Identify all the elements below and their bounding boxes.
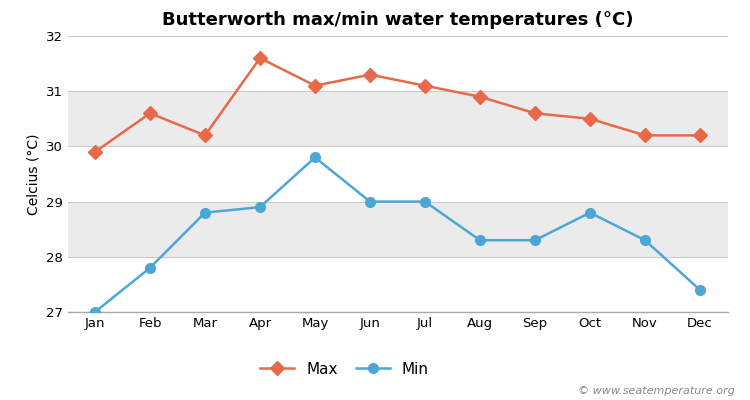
- Min: [695, 288, 704, 292]
- Bar: [68, 91, 728, 146]
- Max: [146, 111, 154, 116]
- Min: [365, 199, 374, 204]
- Max: [200, 133, 209, 138]
- Max: [421, 83, 430, 88]
- Min: [256, 205, 265, 210]
- Max: [256, 56, 265, 60]
- Bar: [68, 257, 728, 312]
- Max: [530, 111, 539, 116]
- Min: [310, 155, 320, 160]
- Max: [586, 116, 595, 121]
- Line: Max: Max: [90, 53, 705, 157]
- Bar: [68, 36, 728, 91]
- Bar: [68, 146, 728, 202]
- Min: [91, 310, 100, 314]
- Bar: [68, 202, 728, 257]
- Min: [640, 238, 650, 243]
- Text: © www.seatemperature.org: © www.seatemperature.org: [578, 386, 735, 396]
- Max: [91, 150, 100, 154]
- Min: [530, 238, 539, 243]
- Max: [476, 94, 484, 99]
- Title: Butterworth max/min water temperatures (°C): Butterworth max/min water temperatures (…: [162, 11, 633, 29]
- Min: [586, 210, 595, 215]
- Max: [640, 133, 650, 138]
- Min: [200, 210, 209, 215]
- Line: Min: Min: [90, 152, 705, 317]
- Y-axis label: Celcius (°C): Celcius (°C): [26, 133, 40, 215]
- Min: [476, 238, 484, 243]
- Max: [695, 133, 704, 138]
- Min: [421, 199, 430, 204]
- Max: [310, 83, 320, 88]
- Min: [146, 266, 154, 270]
- Legend: Max, Min: Max, Min: [254, 356, 435, 383]
- Max: [365, 72, 374, 77]
